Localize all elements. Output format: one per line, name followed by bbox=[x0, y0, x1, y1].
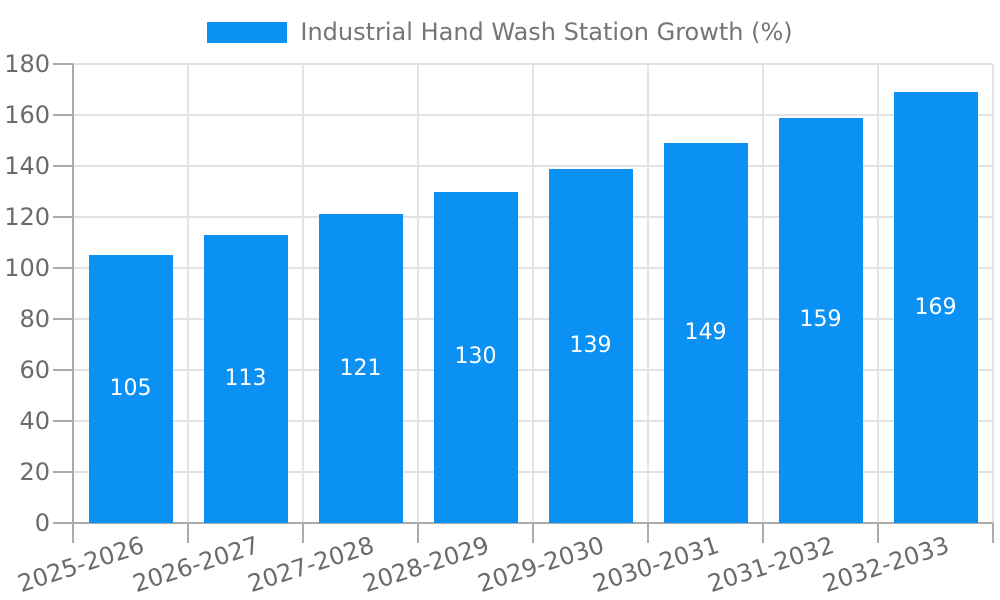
y-axis-tick bbox=[53, 114, 73, 116]
bar[interactable] bbox=[663, 143, 748, 523]
y-axis-tick-label: 140 bbox=[4, 152, 50, 180]
x-axis-line bbox=[73, 522, 993, 524]
y-axis-tick-label: 40 bbox=[19, 407, 50, 435]
y-axis-tick bbox=[53, 216, 73, 218]
x-axis-tick bbox=[532, 523, 534, 543]
x-axis-tick bbox=[417, 523, 419, 543]
x-axis-tick-label: 2029-2030 bbox=[474, 531, 608, 599]
y-axis-tick bbox=[53, 318, 73, 320]
bar-value-label: 139 bbox=[569, 332, 612, 358]
y-axis-tick-label: 100 bbox=[4, 254, 50, 282]
bar[interactable] bbox=[203, 234, 288, 523]
y-axis-tick bbox=[53, 522, 73, 524]
x-axis-tick-label: 2027-2028 bbox=[244, 531, 378, 599]
y-axis-tick bbox=[53, 369, 73, 371]
y-axis-tick-label: 180 bbox=[4, 50, 50, 78]
bar-value-label: 159 bbox=[799, 307, 842, 333]
legend-swatch bbox=[207, 21, 288, 43]
bar[interactable] bbox=[433, 191, 518, 523]
y-axis-tick bbox=[53, 63, 73, 65]
y-axis-tick-label: 120 bbox=[4, 203, 50, 231]
x-gridline bbox=[417, 64, 419, 523]
x-axis-tick bbox=[762, 523, 764, 543]
bar-value-label: 105 bbox=[109, 376, 152, 402]
x-axis-tick-label: 2032-2033 bbox=[819, 531, 953, 599]
bar[interactable] bbox=[88, 255, 173, 523]
x-gridline bbox=[187, 64, 189, 523]
x-gridline bbox=[302, 64, 304, 523]
bar-value-label: 169 bbox=[914, 294, 957, 320]
x-axis-tick-label: 2028-2029 bbox=[359, 531, 493, 599]
x-axis-tick-label: 2025-2026 bbox=[14, 531, 148, 599]
bar[interactable] bbox=[318, 214, 403, 523]
bar-value-label: 121 bbox=[339, 355, 382, 381]
y-axis-tick-label: 160 bbox=[4, 101, 50, 129]
x-axis-tick bbox=[992, 523, 994, 543]
x-axis-tick-label: 2031-2032 bbox=[704, 531, 838, 599]
x-axis-tick bbox=[302, 523, 304, 543]
y-axis-tick-label: 80 bbox=[19, 305, 50, 333]
y-axis-line bbox=[72, 64, 74, 523]
x-axis-tick bbox=[72, 523, 74, 543]
bar-value-label: 113 bbox=[224, 365, 267, 391]
y-axis-tick-label: 20 bbox=[19, 458, 50, 486]
x-axis-tick-label: 2030-2031 bbox=[589, 531, 723, 599]
legend-label: Industrial Hand Wash Station Growth (%) bbox=[300, 18, 793, 46]
bar[interactable] bbox=[893, 92, 978, 523]
bar[interactable] bbox=[778, 117, 863, 523]
x-gridline bbox=[992, 64, 994, 523]
bar[interactable] bbox=[548, 168, 633, 523]
bar-value-label: 149 bbox=[684, 320, 727, 346]
y-axis-tick bbox=[53, 267, 73, 269]
x-gridline bbox=[877, 64, 879, 523]
y-axis-tick bbox=[53, 471, 73, 473]
y-axis-tick bbox=[53, 165, 73, 167]
legend[interactable]: Industrial Hand Wash Station Growth (%) bbox=[0, 19, 1000, 45]
x-axis-tick bbox=[647, 523, 649, 543]
x-gridline bbox=[647, 64, 649, 523]
x-axis-tick-label: 2026-2027 bbox=[129, 531, 263, 599]
y-axis-tick-label: 60 bbox=[19, 356, 50, 384]
x-axis-tick bbox=[187, 523, 189, 543]
x-gridline bbox=[532, 64, 534, 523]
bar-value-label: 130 bbox=[454, 344, 497, 370]
x-gridline bbox=[762, 64, 764, 523]
x-axis-tick bbox=[877, 523, 879, 543]
y-axis-tick-label: 0 bbox=[34, 509, 50, 537]
y-axis-tick bbox=[53, 420, 73, 422]
